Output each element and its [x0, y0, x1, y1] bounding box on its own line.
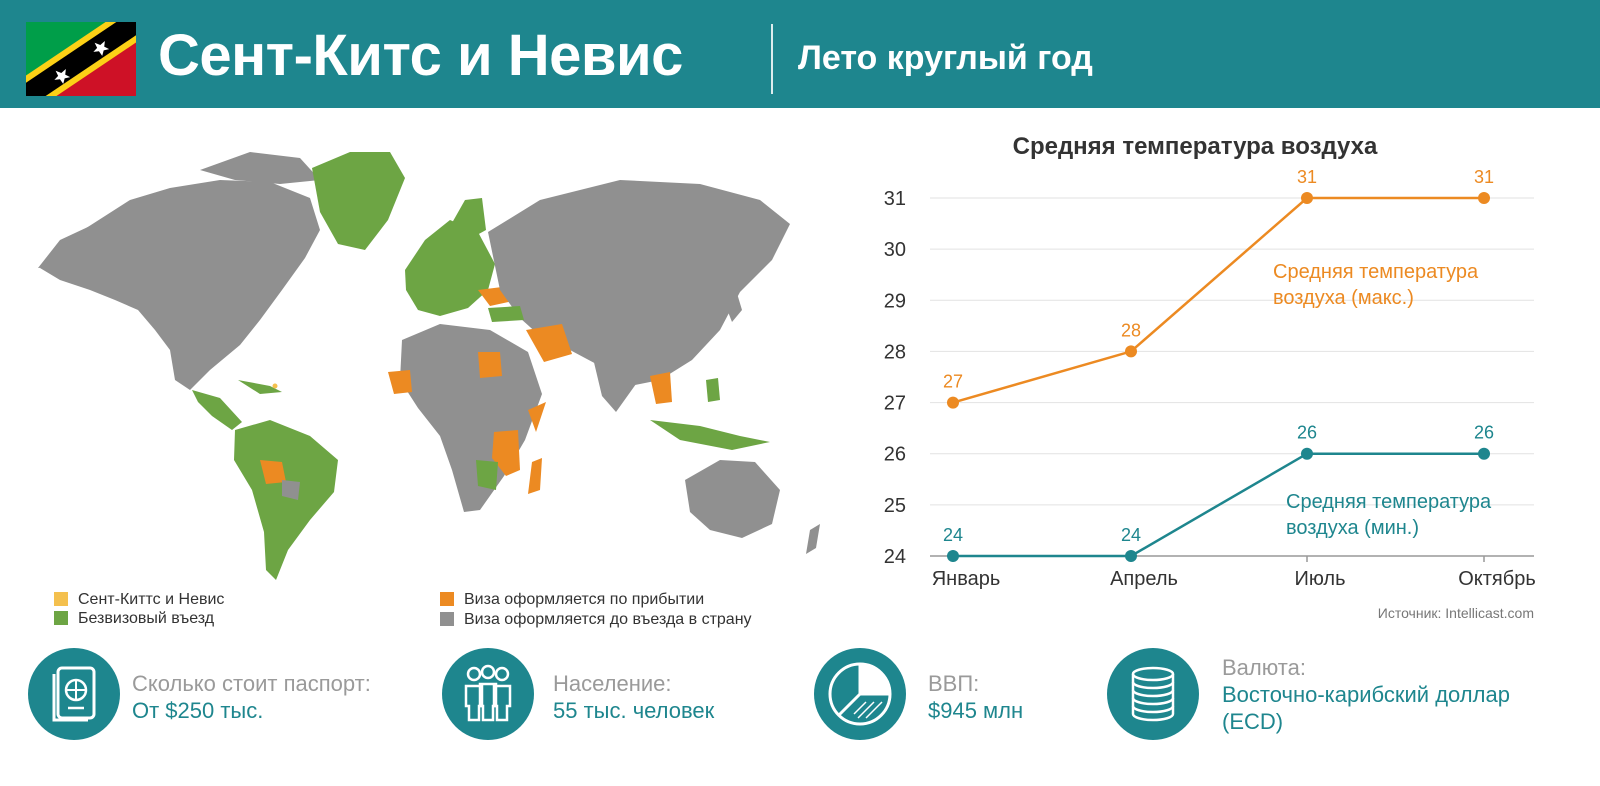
map-iran: [526, 324, 572, 362]
map-turkey: [488, 306, 524, 322]
map-north-america: [40, 180, 320, 390]
page-title: Сент-Китс и Невис: [158, 23, 683, 88]
y-tick-label: 26: [884, 444, 906, 466]
y-tick-label: 29: [884, 290, 906, 312]
legend-swatch: [440, 612, 454, 626]
y-tick-label: 30: [884, 239, 906, 261]
people-icon: [442, 648, 534, 740]
coins-icon: [1107, 648, 1199, 740]
stat-label-population: Население:: [553, 671, 672, 696]
legend-label: Безвизовый въезд: [78, 610, 215, 627]
data-point: [1125, 550, 1137, 562]
data-point: [1478, 447, 1490, 460]
map-new-zealand: [806, 524, 820, 554]
legend-item-visa-on-arrival: Виза оформляется по прибытии: [440, 591, 704, 609]
map-south-america: [234, 420, 338, 580]
data-label: 26: [1474, 423, 1494, 443]
legend-label: Виза оформляется по прибытии: [464, 591, 705, 608]
y-tick-label: 28: [884, 341, 906, 363]
pie-chart-icon: [814, 648, 906, 740]
map-australia: [685, 460, 780, 538]
chart-title: Средняя температура воздуха: [1012, 133, 1378, 160]
map-india: [592, 350, 636, 412]
data-label: 24: [943, 525, 963, 545]
data-point: [1125, 345, 1137, 358]
legend-label: Сент-Киттс и Невис: [78, 591, 225, 608]
data-point: [1478, 192, 1490, 204]
x-tick-label: Октябрь: [1458, 568, 1536, 590]
legend-swatch: [54, 611, 68, 625]
data-label: 31: [1297, 170, 1317, 187]
legend-item-own-country: Сент-Киттс и Невис: [54, 591, 224, 609]
map-somalia: [528, 402, 546, 432]
y-tick-label: 25: [884, 495, 906, 517]
map-egypt: [478, 352, 502, 378]
stat-value-currency-line2: (ECD): [1222, 709, 1284, 734]
map-bolivia: [260, 460, 286, 484]
x-tick-label: Апрель: [1110, 568, 1178, 590]
stat-value-currency-line1: Восточно-карибский доллар: [1222, 682, 1510, 707]
stat-label-gdp: ВВП:: [928, 671, 980, 696]
map-east-africa: [492, 430, 520, 476]
map-greenland: [312, 152, 405, 250]
x-tick-label: Январь: [932, 568, 1001, 590]
passport-icon: [28, 648, 120, 740]
stat-value-passport: От $250 тыс.: [132, 698, 264, 723]
y-tick-label: 31: [884, 188, 906, 210]
map-europe: [405, 220, 495, 316]
legend-label: Виза оформляется до въезда в страну: [464, 611, 752, 628]
map-central-america: [192, 390, 242, 430]
series-line: [952, 196, 1484, 404]
map-africa: [400, 324, 542, 512]
legend-item-visa-required: Виза оформляется до въезда в страну: [440, 611, 752, 629]
data-label: 26: [1297, 423, 1317, 443]
data-label: 24: [1121, 525, 1141, 545]
map-asia: [488, 180, 790, 386]
legend-swatch: [54, 592, 68, 606]
temperature-chart: 24 25 26 27 28 29 30 31 Январь Апрель Июль Октябрь 2…: [884, 170, 1536, 590]
data-point: [947, 550, 959, 562]
data-point: [1301, 192, 1313, 204]
map-southeast-asia-orange: [650, 372, 672, 404]
series-line: [953, 452, 1484, 558]
data-point: [947, 396, 959, 409]
map-caribbean: [238, 380, 282, 394]
data-label: 31: [1474, 170, 1494, 187]
series-label: воздуха (мин.): [1286, 517, 1419, 539]
x-tick-label: Июль: [1294, 568, 1345, 590]
series-label: Средняя температура: [1286, 491, 1492, 513]
data-label: 27: [943, 372, 963, 392]
map-paraguay: [282, 480, 300, 500]
stat-label-passport: Сколько стоит паспорт:: [132, 671, 371, 696]
y-tick-label: 24: [884, 546, 906, 568]
map-madagascar: [528, 458, 542, 494]
map-saint-kitts-marker: [272, 383, 278, 389]
series-label: Средняя температура: [1273, 261, 1479, 283]
legend-item-visa-free: Безвизовый въезд: [54, 610, 214, 628]
map-alaska: [38, 226, 100, 268]
map-philippines: [706, 378, 720, 402]
header-bar: Сент-Китс и Невис Лето круглый год: [0, 0, 1600, 108]
map-mauritania: [388, 370, 412, 394]
map-japan: [725, 290, 742, 322]
data-point: [1301, 447, 1313, 460]
map-indonesia: [650, 420, 770, 450]
map-arctic-islands: [200, 152, 320, 184]
legend-swatch: [440, 592, 454, 606]
flag-icon: [26, 22, 136, 96]
header-divider: [771, 24, 773, 94]
data-label: 28: [1121, 320, 1141, 340]
y-tick-label: 27: [884, 393, 906, 415]
page-subtitle: Лето круглый год: [798, 39, 1093, 77]
stat-label-currency: Валюта:: [1222, 655, 1306, 680]
stat-value-gdp: $945 млн: [928, 698, 1024, 723]
world-map: [38, 152, 820, 580]
map-scandinavia: [448, 198, 486, 240]
stat-value-population: 55 тыс. человек: [553, 698, 715, 723]
map-southern-africa-green: [476, 460, 498, 490]
series-label: воздуха (макс.): [1273, 287, 1414, 309]
source-note: Источник: Intellicast.com: [1377, 605, 1534, 621]
